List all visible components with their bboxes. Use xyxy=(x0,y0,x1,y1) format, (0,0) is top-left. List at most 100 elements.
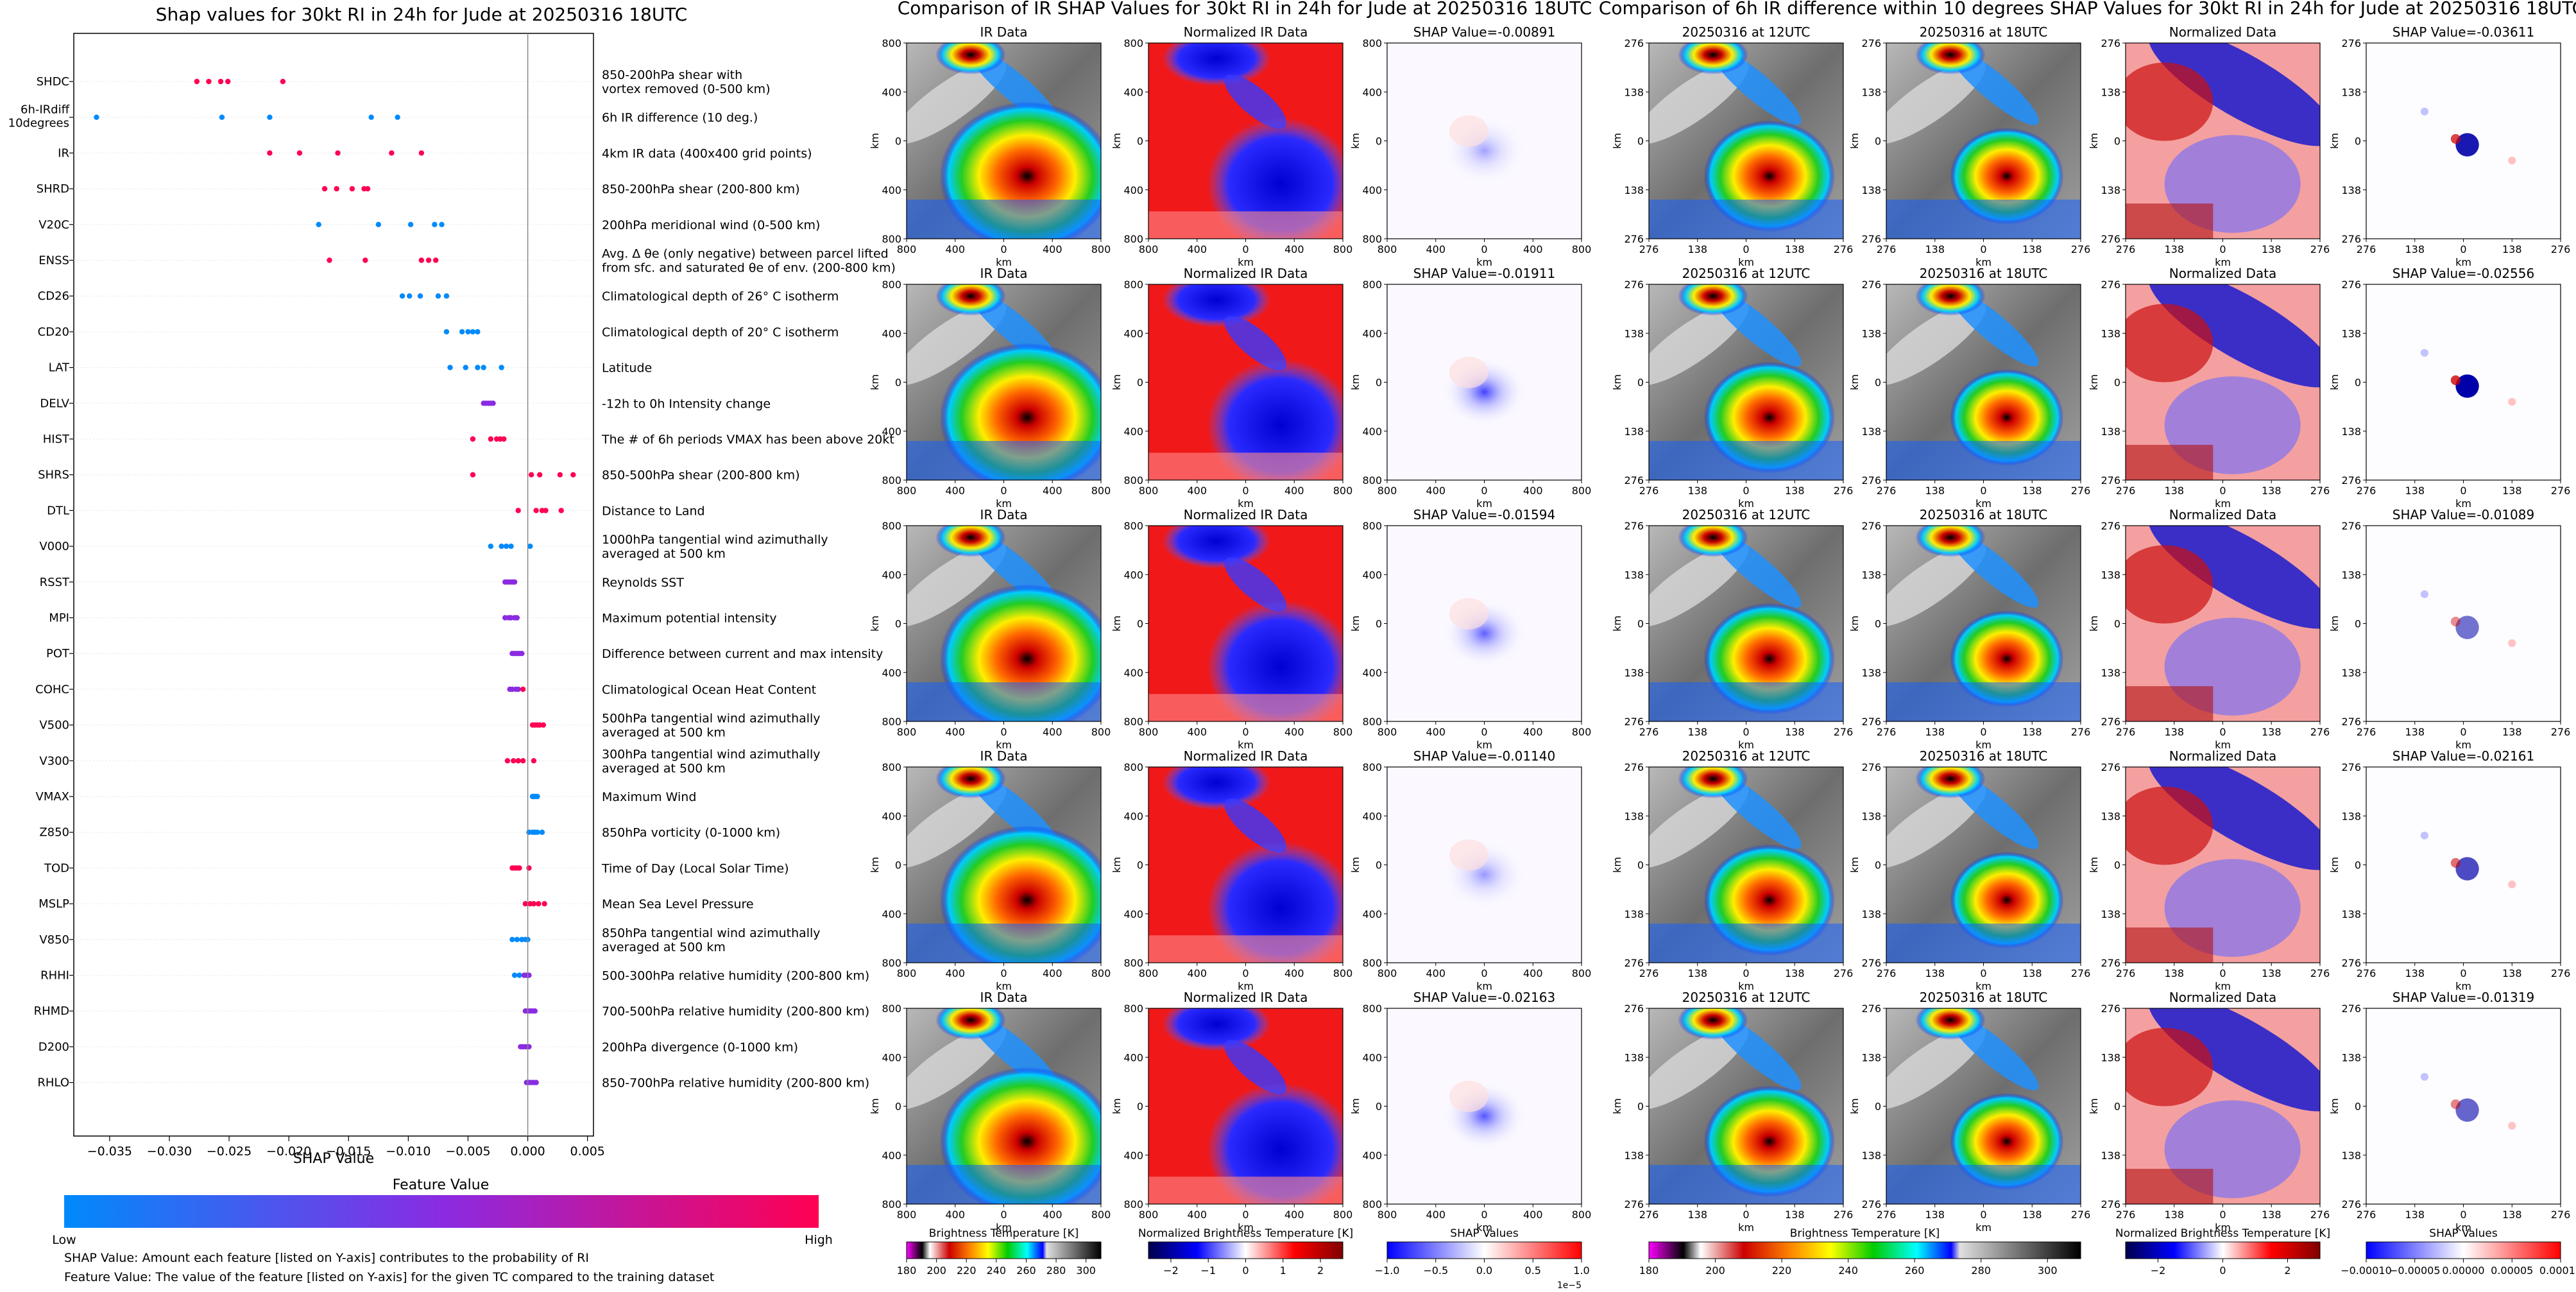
colorbar-tick-label: 2 xyxy=(1317,1264,1324,1277)
cloud-band xyxy=(1649,59,1749,144)
satellite-image xyxy=(1886,43,2081,239)
colorbar-gradient xyxy=(1386,1241,1582,1259)
x-axis-label: km xyxy=(1238,739,1254,751)
feature-description-line2: averaged at 500 km xyxy=(602,547,726,561)
satellite-image xyxy=(907,43,1101,239)
y-tick-label: 800 xyxy=(882,474,901,487)
x-axis-label: km xyxy=(1238,980,1254,992)
shap-point xyxy=(511,972,518,978)
y-tick-label: 800 xyxy=(882,716,901,728)
irdiff-row-5: 20250316 at 12UTC27627613813800138138276… xyxy=(1611,990,2571,1234)
shap-center-positive xyxy=(2450,857,2461,868)
feature-row-v000: V000 1000hPa tangential wind azimuthallya… xyxy=(39,533,828,561)
x-tick-label: 138 xyxy=(1925,485,1945,497)
x-tick-label: 800 xyxy=(1333,967,1353,979)
x-tick-label: 276 xyxy=(1639,485,1659,497)
colorbar-title: Feature Value xyxy=(393,1177,490,1193)
feature-description-line2: from sfc. and saturated θe of env. (200-… xyxy=(602,261,896,275)
colorbar-label: Brightness Temperature [K] xyxy=(1790,1227,1940,1240)
x-tick-label: 800 xyxy=(897,967,917,979)
feature-row-delv: DELV -12h to 0h Intensity change xyxy=(40,397,771,411)
x-tick-label: 800 xyxy=(1378,485,1397,497)
y-axis-label: km xyxy=(1848,133,1861,149)
y-tick-label: 276 xyxy=(1624,233,1644,245)
colorbar-tick-label: 260 xyxy=(1905,1264,1925,1277)
shap-point xyxy=(349,185,355,192)
y-tick-label: 138 xyxy=(2101,908,2120,920)
feature-row-hist: HIST The # of 6h periods VMAX has been ab… xyxy=(43,433,894,447)
shap-speckle xyxy=(2420,107,2428,116)
y-tick-label: 276 xyxy=(2101,716,2120,728)
shap-point xyxy=(531,900,537,907)
feature-label: LAT xyxy=(49,361,70,375)
feature-description: -12h to 0h Intensity change xyxy=(602,397,771,411)
feature-label: V000 xyxy=(39,540,69,553)
y-tick-label: 138 xyxy=(2101,569,2120,581)
y-tick-label: 276 xyxy=(2101,957,2120,969)
y-tick-label: 0 xyxy=(1376,135,1382,148)
x-tick-label: 276 xyxy=(1834,726,1854,738)
y-axis-label: km xyxy=(2088,616,2100,632)
x-tick-label: 276 xyxy=(2071,243,2091,255)
cooling-band xyxy=(2148,767,2320,870)
convective-cell-top xyxy=(935,767,1006,798)
x-tick-label: 800 xyxy=(1333,485,1353,497)
x-tick-label: 276 xyxy=(1877,243,1897,255)
shap-point xyxy=(508,543,514,549)
x-tick-label: 138 xyxy=(1925,726,1945,738)
y-tick-label: 138 xyxy=(2341,1150,2361,1162)
feature-description: Difference between current and max inten… xyxy=(602,647,883,661)
feature-label: CD26 xyxy=(38,289,69,303)
ir-row-3: IR Data80080040040000400400800800kmkmNor… xyxy=(869,507,1591,751)
y-tick-label: 138 xyxy=(2341,667,2361,679)
panel-title: 20250316 at 12UTC xyxy=(1682,990,1811,1005)
x-tick-label: 138 xyxy=(2262,243,2282,255)
convective-cell-top xyxy=(935,284,1006,316)
colorbar-tick-label: −1.0 xyxy=(1375,1264,1400,1277)
y-axis-label: km xyxy=(2328,857,2341,873)
x-tick-label: 800 xyxy=(1091,1209,1111,1221)
ir-12utc-panel: 20250316 at 12UTC27627613813800138138276… xyxy=(1611,748,1853,992)
colorbar-tick-label: 200 xyxy=(926,1264,946,1277)
x-tick-label: 800 xyxy=(1572,726,1592,738)
x-tick-label: 0 xyxy=(1242,1209,1249,1221)
cold-anomaly-band xyxy=(1224,557,1287,612)
panel-title: Normalized Data xyxy=(2169,748,2277,764)
x-tick-label: 276 xyxy=(2551,1209,2571,1221)
y-tick-label: 0 xyxy=(895,1101,901,1113)
y-tick-label: 138 xyxy=(2101,1051,2120,1064)
irdiff-row-1: 20250316 at 12UTC27627613813800138138276… xyxy=(1611,24,2570,268)
warm-anomaly-bottom xyxy=(1148,211,1343,239)
feature-label: V20C xyxy=(38,218,69,232)
satellite-image xyxy=(1886,1008,2081,1204)
shap-point xyxy=(526,1044,532,1050)
x-tick-label: 400 xyxy=(1284,726,1304,738)
feature-label: DTL xyxy=(47,504,69,517)
y-tick-label: 276 xyxy=(1624,957,1644,969)
colorbar-tick-label: 0 xyxy=(1242,1264,1249,1277)
colorbar-label: Normalized Brightness Temperature [K] xyxy=(1138,1227,1353,1240)
y-tick-label: 800 xyxy=(1362,1198,1382,1210)
irdiff-brightness-colorbar: Brightness Temperature [K] 180 200 220 240 26… xyxy=(1639,1227,2081,1277)
colorbar-tick-label: 260 xyxy=(1016,1264,1036,1277)
colorbar-tick-label: 0.00010 xyxy=(2539,1264,2576,1277)
x-axis-label: km xyxy=(1975,980,1992,992)
feature-description: 850-200hPa shear (200-800 km) xyxy=(602,182,800,196)
cloud-band xyxy=(907,1024,1007,1110)
panel-title: Normalized IR Data xyxy=(1184,748,1308,764)
shap-point xyxy=(540,722,546,728)
x-tick-label: 0 xyxy=(1000,1209,1007,1221)
y-axis-label: km xyxy=(2088,374,2100,390)
shap-point xyxy=(418,150,425,156)
feature-description-line2: averaged at 500 km xyxy=(602,761,726,775)
y-tick-label: 276 xyxy=(2101,474,2120,487)
x-tick-label: 276 xyxy=(2357,243,2376,255)
cold-anomaly-storm xyxy=(1206,841,1343,963)
feature-row-z850: Z850 850hPa vorticity (0-1000 km) xyxy=(39,826,780,840)
x-tick-label: −0.035 xyxy=(87,1144,132,1158)
shap-point xyxy=(321,185,328,192)
x-tick-label: 800 xyxy=(1139,485,1159,497)
shap-point xyxy=(447,365,453,370)
y-axis-label: km xyxy=(2088,1098,2100,1114)
